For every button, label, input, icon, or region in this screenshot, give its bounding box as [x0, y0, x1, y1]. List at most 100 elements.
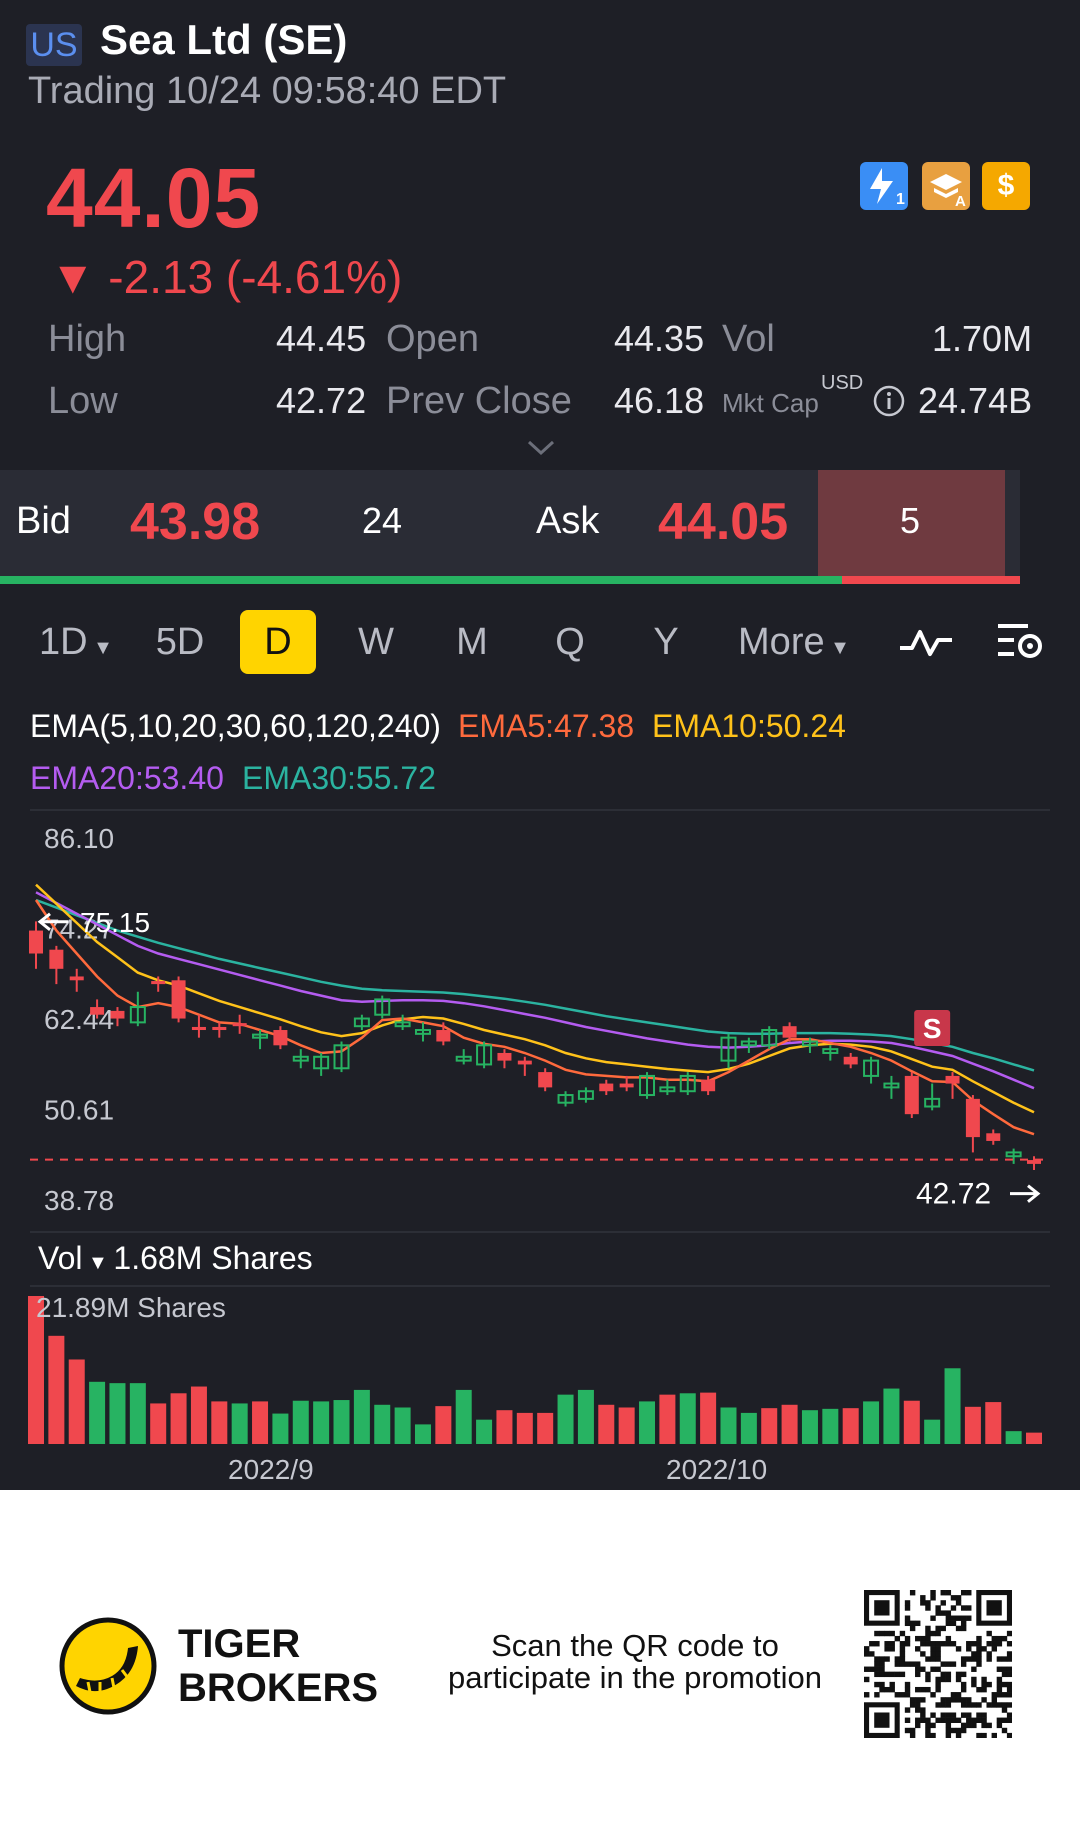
indicator-wave-icon[interactable] [898, 622, 954, 667]
arrow-right-icon [1010, 1184, 1041, 1203]
tiger-logo [58, 1616, 158, 1721]
dollar-badge-icon[interactable]: $ [982, 162, 1030, 210]
stock-name: Sea Ltd (SE) [100, 16, 348, 63]
volume-bar [639, 1401, 656, 1444]
candle-body [740, 1040, 757, 1047]
info-icon[interactable] [872, 384, 906, 423]
vol-value: 1.70M [932, 318, 1033, 359]
candle-body [659, 1086, 676, 1093]
expand-chevron-down-icon[interactable] [526, 438, 556, 463]
volume-bar [679, 1393, 696, 1444]
market-badge: US [26, 24, 82, 66]
volume-bar [190, 1386, 207, 1444]
tab-y[interactable]: Y [653, 621, 679, 663]
volume-bar [333, 1400, 350, 1444]
low-value: 42.72 [276, 380, 367, 421]
volume-max-label: 21.89M Shares [36, 1292, 226, 1323]
volume-bar [761, 1408, 778, 1444]
volume-bar [700, 1392, 717, 1444]
chart-settings-icon[interactable] [996, 618, 1046, 669]
volume-selector[interactable]: Vol ▼ 1.68M Shares [38, 1240, 313, 1276]
candle-body [761, 1029, 778, 1047]
candle-body [863, 1059, 880, 1077]
tab-5d[interactable]: 5D [155, 621, 205, 663]
education-badge-icon[interactable]: A [922, 162, 970, 210]
candle-body [801, 1040, 818, 1047]
candle-body [129, 1006, 146, 1024]
qr-code[interactable] [864, 1590, 1012, 1738]
volume-bar [985, 1402, 1002, 1444]
candle-body [497, 1052, 512, 1061]
candle-body [436, 1030, 451, 1042]
volume-bar [496, 1410, 513, 1444]
candle-body [394, 1021, 411, 1028]
ema-title[interactable]: EMA(5,10,20,30,60,120,240) [30, 708, 441, 744]
candle-body [965, 1098, 980, 1138]
ask-price[interactable]: 44.05 [658, 493, 789, 551]
tab-m[interactable]: M [456, 621, 488, 663]
ema10-value: EMA10:50.24 [652, 708, 846, 744]
svg-text:A: A [955, 193, 966, 210]
tab-d[interactable]: D [240, 610, 316, 674]
volume-bar [89, 1381, 106, 1444]
candle-body [904, 1075, 919, 1115]
candle-body [414, 1029, 431, 1035]
candle-body [476, 1044, 493, 1066]
x-tick-oct: 2022/10 [666, 1454, 768, 1485]
candle-body [212, 1026, 227, 1031]
candle-body [822, 1048, 839, 1054]
tab-more[interactable]: More ▼ [738, 621, 850, 663]
candle-body [679, 1074, 696, 1093]
volume-bar [903, 1400, 920, 1444]
candle-body [924, 1097, 941, 1108]
candle-body [232, 1023, 247, 1027]
volume-bar [924, 1419, 941, 1444]
lightning-badge-icon[interactable]: 1 [860, 162, 908, 210]
volume-bar [455, 1389, 472, 1444]
candle-body [69, 976, 84, 981]
low-price-marker: 42.72 [916, 1178, 991, 1211]
open-label: Open [386, 318, 479, 360]
volume-bar [353, 1389, 370, 1444]
candle-body [1005, 1151, 1022, 1158]
candle-body [843, 1056, 858, 1065]
ema5-line [34, 899, 1035, 1136]
open-value: 44.35 [614, 318, 705, 359]
ema20-line [35, 891, 1035, 1090]
ema30-value: EMA30:55.72 [242, 760, 436, 796]
candle-body [599, 1083, 614, 1092]
bid-price[interactable]: 43.98 [130, 493, 261, 551]
sell-signal-label: S [923, 1013, 942, 1044]
volume-bar [414, 1424, 431, 1444]
candle-body [538, 1072, 553, 1088]
volume-bar [129, 1383, 146, 1444]
volume-bar [68, 1359, 85, 1444]
candle-body [720, 1036, 737, 1062]
mkt-cap-unit: USD [821, 372, 864, 394]
candle-body [171, 980, 186, 1019]
x-tick-sep: 2022/9 [228, 1454, 314, 1485]
candle-body [1027, 1160, 1041, 1164]
tab-1d[interactable]: 1D ▼ [39, 621, 113, 663]
prev-close-label: Prev Close [386, 380, 572, 422]
bid-depth-bar [0, 576, 842, 584]
volume-bar [964, 1406, 981, 1444]
candle-body [110, 1010, 125, 1019]
volume-bar [150, 1403, 167, 1444]
bid-label: Bid [16, 500, 71, 542]
tab-q[interactable]: Q [555, 621, 585, 663]
volume-bar [537, 1412, 554, 1444]
candle-body [945, 1075, 960, 1084]
svg-text:1: 1 [896, 191, 905, 208]
candle-body [191, 1026, 206, 1031]
sell-signal-badge [914, 1010, 951, 1046]
volume-bar [211, 1401, 228, 1444]
volume-bar [394, 1407, 411, 1444]
ema20-value: EMA20:53.40 [30, 760, 224, 796]
volume-bar [740, 1412, 757, 1444]
trading-status: Trading 10/24 09:58:40 EDT [28, 70, 507, 112]
high-label: High [48, 318, 127, 360]
tab-w[interactable]: W [358, 621, 394, 663]
price-axis-label: 50.61 [44, 1095, 114, 1126]
